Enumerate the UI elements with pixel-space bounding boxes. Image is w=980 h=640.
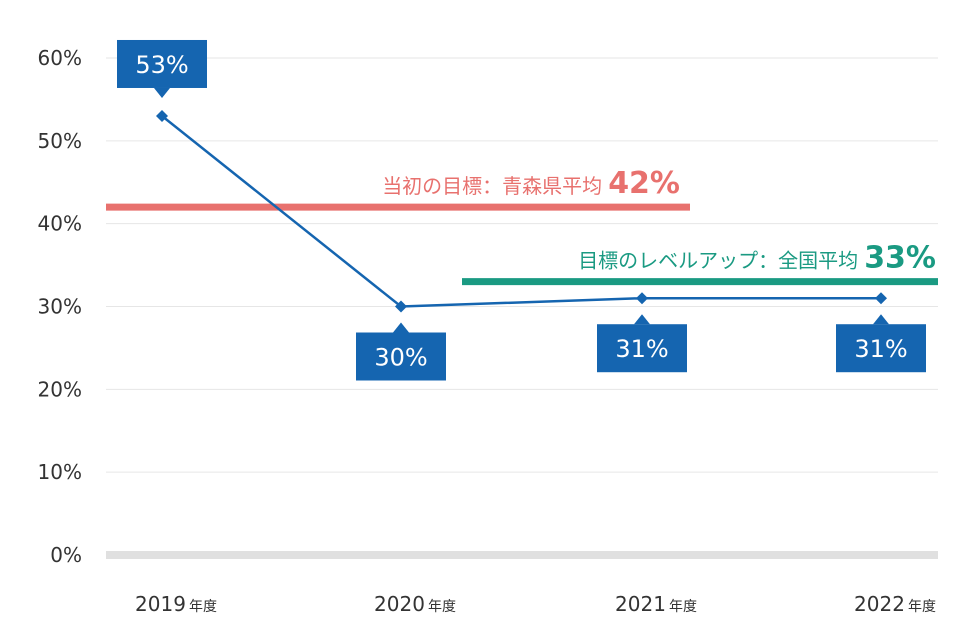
data-label-text: 31% bbox=[854, 335, 907, 363]
data-point-marker bbox=[156, 109, 168, 122]
y-tick-label: 50% bbox=[38, 129, 82, 153]
y-tick-label: 30% bbox=[38, 295, 82, 319]
reference-label: 当初の目標：青森県平均 42% bbox=[382, 166, 680, 201]
reference-value: 33% bbox=[864, 241, 936, 276]
y-tick-label: 10% bbox=[38, 460, 82, 484]
x-tick-suffix: 年度 bbox=[908, 599, 936, 615]
data-label-box bbox=[356, 332, 446, 381]
y-axis-ticks: 0% 10% 20% 30% 40% 50% 60% bbox=[38, 46, 82, 567]
reference-label-text: 当初の目標：青森県平均 bbox=[382, 174, 602, 198]
data-label-pointer bbox=[634, 314, 650, 325]
data-label: 30% bbox=[356, 322, 446, 381]
x-tick-suffix: 年度 bbox=[189, 599, 217, 615]
x-tick-suffix: 年度 bbox=[428, 599, 456, 615]
data-label-text: 53% bbox=[135, 51, 188, 79]
y-tick-label: 60% bbox=[38, 46, 82, 70]
x-tick-year: 2020 bbox=[374, 592, 425, 616]
data-point-marker bbox=[875, 292, 887, 305]
data-point-marker bbox=[636, 292, 648, 305]
x-axis-ticks: 2019 年度 2020 年度 2021 年度 2022 年度 bbox=[135, 592, 936, 616]
data-label-box bbox=[597, 324, 687, 373]
reference-lines: 当初の目標：青森県平均 42% 目標のレベルアップ：全国平均 33% bbox=[106, 166, 938, 286]
grid-lines bbox=[106, 57, 938, 559]
x-tick-year: 2022 bbox=[854, 592, 905, 616]
series-line-group bbox=[156, 109, 887, 313]
data-label-pointer bbox=[154, 87, 170, 98]
reference-value: 42% bbox=[608, 166, 680, 201]
x-tick-year: 2021 bbox=[615, 592, 666, 616]
series-line bbox=[161, 115, 881, 308]
data-label-text: 30% bbox=[374, 344, 427, 372]
y-tick-label: 20% bbox=[38, 377, 82, 401]
x-tick-suffix: 年度 bbox=[669, 599, 697, 615]
x-tick-label: 2022 年度 bbox=[854, 592, 936, 616]
data-label-text: 31% bbox=[615, 335, 668, 363]
x-tick-label: 2020 年度 bbox=[374, 592, 456, 616]
data-point-marker bbox=[395, 300, 407, 313]
data-label-pointer bbox=[873, 314, 889, 325]
x-tick-year: 2019 bbox=[135, 592, 186, 616]
reference-label: 目標のレベルアップ：全国平均 33% bbox=[578, 241, 936, 276]
data-label-box bbox=[117, 39, 207, 88]
data-label: 31% bbox=[836, 314, 926, 373]
data-labels: 53% 30% 31% 31% bbox=[117, 39, 926, 381]
data-label: 31% bbox=[597, 314, 687, 373]
data-label-pointer bbox=[393, 322, 409, 333]
y-tick-label: 40% bbox=[38, 212, 82, 236]
reference-label-text: 目標のレベルアップ：全国平均 bbox=[578, 249, 858, 273]
data-label-box bbox=[836, 324, 926, 373]
x-tick-label: 2021 年度 bbox=[615, 592, 697, 616]
data-label: 53% bbox=[117, 39, 207, 98]
x-tick-label: 2019 年度 bbox=[135, 592, 217, 616]
y-tick-label: 0% bbox=[50, 543, 82, 567]
